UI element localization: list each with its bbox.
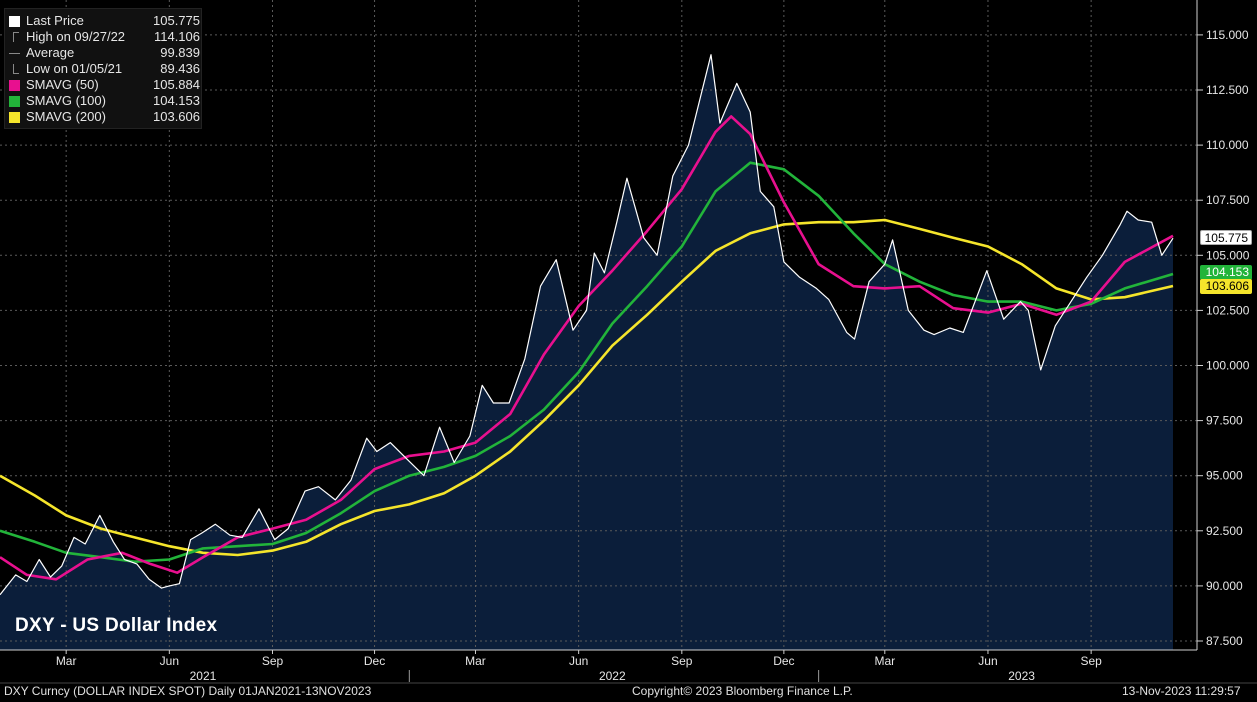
sma200-swatch <box>9 112 20 123</box>
low-marker-icon <box>13 64 19 74</box>
y-tick-label-4: 97.500 <box>1206 414 1243 428</box>
sma200-tag: 103.606 <box>1200 279 1252 294</box>
y-tick-label-6: 102.500 <box>1206 303 1250 317</box>
y-tick-label-0: 87.500 <box>1206 634 1243 648</box>
high-marker-icon <box>13 32 19 42</box>
year-label-0: 2021 <box>190 669 217 683</box>
y-tick-label-10: 112.500 <box>1206 83 1249 97</box>
chart-title: DXY - US Dollar Index <box>15 615 218 636</box>
x-tick-label-0: Mar <box>56 654 77 668</box>
footer-security-info: DXY Curncy (DOLLAR INDEX SPOT) Daily 01J… <box>4 684 372 698</box>
x-tick-label-4: Mar <box>465 654 486 668</box>
footer-copyright: Copyright© 2023 Bloomberg Finance L.P. <box>632 684 853 698</box>
x-tick-label-7: Dec <box>773 654 794 668</box>
x-tick-label-2: Sep <box>262 654 284 668</box>
series-line-smavg-50- <box>0 115 1174 581</box>
sma100-swatch <box>9 96 20 107</box>
x-tick-label-1: Jun <box>160 654 179 668</box>
series-line-last-price <box>0 54 1174 596</box>
average-marker-icon <box>9 53 20 54</box>
y-tick-label-3: 95.000 <box>1206 469 1243 483</box>
y-tick-label-8: 107.500 <box>1206 193 1250 207</box>
y-tick-label-1: 90.000 <box>1206 579 1243 593</box>
x-tick-label-6: Sep <box>671 654 693 668</box>
sma100-tag: 104.153 <box>1200 265 1252 280</box>
series-line-smavg-200- <box>0 218 1174 557</box>
x-tick-label-5: Jun <box>569 654 588 668</box>
last-price-swatch <box>9 16 20 27</box>
y-tick-label-5: 100.000 <box>1206 359 1250 373</box>
x-tick-label-10: Sep <box>1080 654 1102 668</box>
year-label-1: 2022 <box>599 669 626 683</box>
x-tick-label-8: Mar <box>874 654 895 668</box>
legend-panel: Last Price 105.775 High on 09/27/22 114.… <box>4 8 202 129</box>
footer-timestamp: 13-Nov-2023 11:29:57 <box>1122 684 1241 698</box>
series-line-smavg-100- <box>0 161 1174 563</box>
last-price-tag: 105.775 <box>1200 230 1252 245</box>
y-tick-label-9: 110.000 <box>1206 138 1249 152</box>
sma50-swatch <box>9 80 20 91</box>
x-tick-label-3: Dec <box>364 654 385 668</box>
x-tick-label-9: Jun <box>978 654 997 668</box>
y-tick-label-7: 105.000 <box>1206 248 1250 262</box>
y-tick-label-11: 115.000 <box>1206 28 1249 42</box>
price-area-fill <box>0 54 1173 650</box>
y-tick-label-2: 92.500 <box>1206 524 1243 538</box>
year-label-2: 2023 <box>1008 669 1035 683</box>
